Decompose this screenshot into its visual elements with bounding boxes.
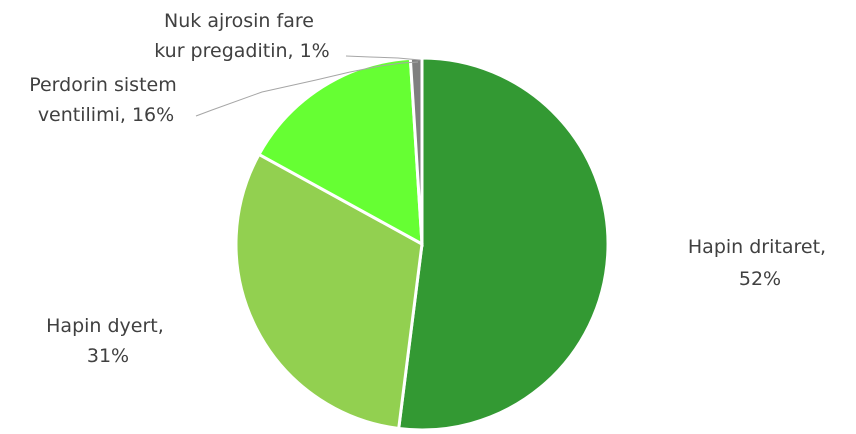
leader-line-nuk-ajrosin <box>345 55 421 61</box>
data-label-hapin-dyert-line2: 31% <box>87 345 129 367</box>
data-label-hapin-dyert-line1: Hapin dyert, <box>46 315 164 337</box>
pie-slice-nuk-ajrosin-fare <box>408 56 424 245</box>
data-label-hapin-dritaret-line1: Hapin dritaret, <box>688 236 826 258</box>
data-labels: Hapin dritaret, 52% Hapin dyert, 31% Per… <box>29 10 832 367</box>
pie-slice-hapin-dyert <box>234 152 424 431</box>
pie-slice-perdorin-sistem-ventilimi <box>256 56 424 247</box>
data-label-perdorin-sistem-ventilimi: Perdorin sistem ventilimi, 16% <box>29 74 183 126</box>
data-label-perdorin-line1: Perdorin sistem <box>29 74 177 96</box>
data-label-hapin-dritaret: Hapin dritaret, 52% <box>688 236 832 290</box>
data-label-hapin-dyert: Hapin dyert, 31% <box>46 315 170 367</box>
leader-line-perdorin <box>195 61 419 117</box>
data-label-perdorin-line2: ventilimi, 16% <box>38 104 174 126</box>
data-label-nuk-ajrosin-fare: Nuk ajrosin fare kur pregaditin, 1% <box>154 10 330 62</box>
data-label-nuk-ajrosin-line2: kur pregaditin, 1% <box>154 40 330 62</box>
pie-slices <box>234 56 610 432</box>
leader-lines <box>195 55 421 117</box>
data-label-hapin-dritaret-line2: 52% <box>739 268 781 290</box>
data-label-nuk-ajrosin-line1: Nuk ajrosin fare <box>164 10 314 32</box>
pie-slice-hapin-dritaret <box>397 56 610 432</box>
